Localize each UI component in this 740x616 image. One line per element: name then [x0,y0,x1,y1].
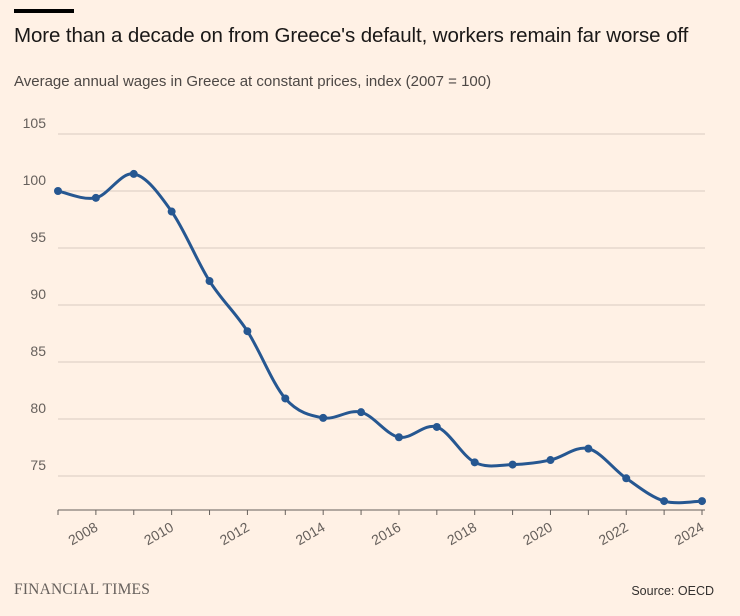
x-tick-label: 2016 [368,519,403,549]
data-point [129,169,138,178]
data-point [470,458,479,467]
gridlines [58,133,705,477]
data-point [167,207,176,216]
x-tick-label: 2020 [520,519,555,549]
y-tick-label: 90 [30,286,46,302]
data-point [698,497,706,506]
x-tick-label: 2018 [444,519,479,549]
data-point [54,187,62,195]
data-point [205,277,214,286]
data-point [432,422,441,431]
series-line [56,172,704,505]
data-point [546,456,555,465]
chart-subtitle: Average annual wages in Greece at consta… [14,73,492,90]
y-tick-label: 75 [30,457,46,473]
ft-logo: FINANCIAL TIMES [14,581,151,598]
y-tick-label: 95 [30,229,46,245]
chart-title: More than a decade on from Greece's defa… [14,24,689,47]
x-tick-label: 2024 [672,519,707,549]
y-tick-label: 80 [30,400,46,416]
data-point [660,497,669,506]
data-point [508,460,517,469]
x-tick-label: 2008 [65,519,100,549]
source-note: Source: OECD [631,584,714,598]
data-point [584,444,593,453]
data-point [394,433,403,442]
y-tick-label: 85 [30,343,46,359]
data-point [281,394,290,403]
x-tick-label: 2012 [217,519,252,549]
x-tick-label: 2010 [141,519,176,549]
top-rule [14,9,74,13]
x-tick-label: 2022 [596,519,631,549]
wage-index-line [56,172,704,505]
y-axis-labels: 75 80 85 90 95 100 105 [23,115,47,473]
data-point [91,193,100,202]
y-tick-label: 105 [23,115,47,131]
data-point [243,327,252,336]
data-point [357,408,366,417]
y-tick-label: 100 [23,172,47,188]
data-point [319,413,328,422]
data-point [622,474,631,483]
x-axis: 2008 2010 2012 2014 2016 2018 2020 2022 2024 [57,509,707,549]
data-points [54,169,706,506]
x-tick-label: 2014 [293,519,328,549]
